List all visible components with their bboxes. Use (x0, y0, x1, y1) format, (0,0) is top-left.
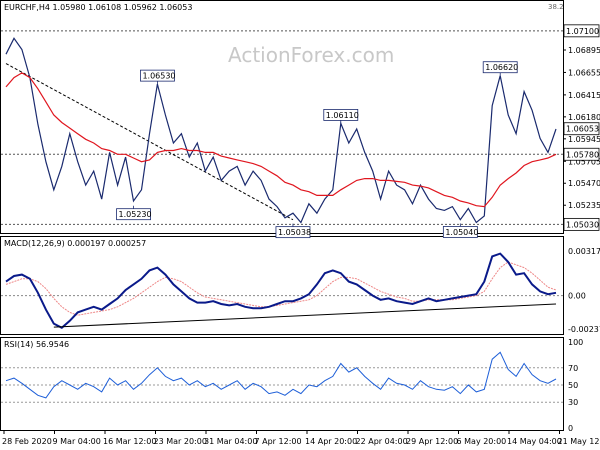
rsi-tick-label: 30 (568, 398, 578, 407)
x-tick-label: 22 Apr 04:00 (356, 437, 408, 446)
x-tick-label: 28 Feb 2020 (2, 437, 52, 446)
current-price-label: 1.06053 (566, 125, 599, 134)
rsi-tick-labels: 100 70 50 30 0 (568, 338, 583, 433)
price-tick-label: 1.06415 (568, 91, 600, 100)
price-level-box (563, 24, 600, 38)
x-tick-label: 23 Mar 20:00 (154, 437, 207, 446)
annotation-label: 1.05038 (278, 228, 311, 237)
price-tick-label: 1.06180 (568, 113, 600, 122)
price-tick-label: 1.05235 (568, 201, 600, 210)
moving-average-line (5, 72, 557, 208)
price-annotations: 1.05230 1.06530 1.05038 1.06110 1.05040 1.066… (116, 61, 518, 239)
annotation-box (275, 226, 311, 239)
annotation-label: 1.05040 (445, 228, 478, 237)
macd-panel-frame (0, 236, 564, 335)
rsi-tick-label: 100 (568, 338, 583, 347)
macd-trendline (53, 303, 557, 328)
x-tick-label: 6 May 20:00 (457, 437, 507, 446)
macd-tick-label: -0.00237 (568, 325, 600, 334)
price-tick-label: 1.05945 (568, 135, 600, 144)
price-level-label: 1.07100 (566, 27, 599, 36)
macd-tick-label: 0.00 (568, 292, 586, 301)
price-trendline (5, 63, 294, 221)
macd-tick-labels: 0.00317 0.00 -0.00237 (568, 247, 600, 334)
annotation-label: 1.06530 (142, 72, 175, 81)
current-price-box (563, 122, 600, 136)
annotation-label: 1.05230 (119, 210, 152, 219)
annotation-box (323, 109, 359, 121)
rsi-line (5, 351, 557, 399)
corner-tag: 38.2 (548, 3, 564, 11)
rsi-tick-label: 70 (568, 364, 578, 373)
x-tick-label: 7 Apr 12:00 (255, 437, 302, 446)
macd-title: MACD(12,26,9) 0.000197 0.000257 (4, 239, 146, 248)
price-title: EURCHF,H4 1.05980 1.06108 1.05962 1.0605… (4, 3, 192, 12)
price-tick-label: 1.05705 (568, 157, 600, 166)
macd-signal-line (5, 261, 557, 316)
macd-tick-label: 0.00317 (568, 247, 600, 256)
price-tick-labels: 1.06895 1.06655 1.06415 1.06180 1.05945 1.057… (563, 46, 600, 210)
annotation-label: 1.06110 (326, 111, 359, 120)
annotation-box (140, 69, 175, 82)
annotation-box (482, 61, 518, 74)
annotation-label: 1.06620 (485, 63, 518, 72)
x-tick-label: 29 Apr 12:00 (406, 437, 458, 446)
price-tick-label: 1.06655 (568, 68, 600, 77)
x-tick-label: 14 Apr 20:00 (305, 437, 357, 446)
x-tick-label: 9 Mar 04:00 (53, 437, 101, 446)
rsi-tick-label: 50 (568, 381, 578, 390)
rsi-tick-label: 0 (568, 424, 573, 433)
watermark: ActionForex.com (228, 43, 394, 67)
price-trendlines (5, 63, 294, 221)
macd-series (1, 252, 563, 330)
price-level-box (563, 217, 600, 231)
x-tick-label: 16 Mar 12:00 (103, 437, 156, 446)
price-level-label: 1.05780 (566, 150, 599, 159)
x-tick-label: 21 May 12:00 (558, 437, 600, 446)
price-series (5, 37, 557, 224)
annotation-box (116, 208, 151, 221)
price-tick-label: 1.05470 (568, 179, 600, 188)
annotation-box (442, 226, 478, 238)
price-level-box (563, 147, 600, 161)
price-line (5, 37, 557, 224)
price-levels: 1.07100 1.05780 1.05030 1.06053 (1, 24, 600, 231)
x-axis-tick-labels: 28 Feb 2020 9 Mar 04:00 16 Mar 12:0023 Mar… (2, 430, 600, 446)
price-level-label: 1.05030 (566, 220, 599, 229)
price-panel-frame (0, 0, 564, 234)
x-tick-label: 14 May 04:00 (507, 437, 562, 446)
x-tick-label: 31 Mar 04:00 (204, 437, 257, 446)
rsi-series (1, 351, 563, 403)
price-tick-label: 1.06895 (568, 46, 600, 55)
macd-main-line (5, 252, 557, 330)
rsi-title: RSI(14) 56.9546 (4, 340, 69, 349)
rsi-panel-frame (0, 337, 564, 431)
